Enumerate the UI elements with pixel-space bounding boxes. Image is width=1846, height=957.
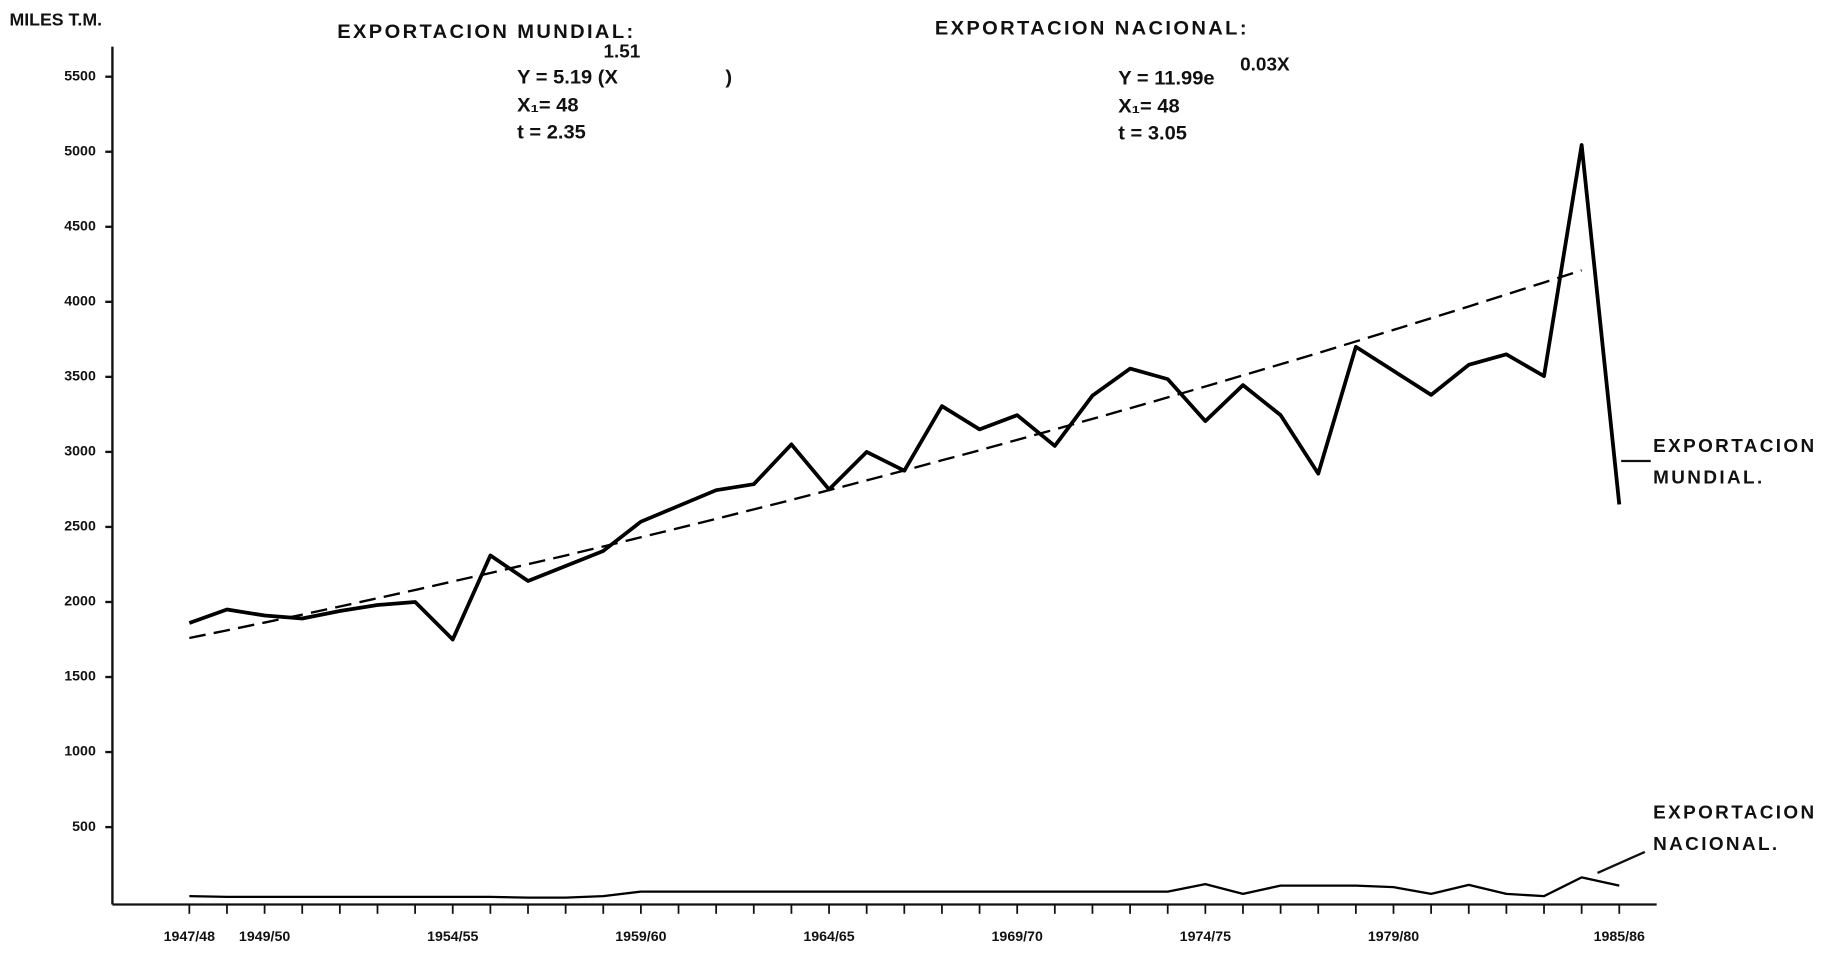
x-tick-label: 1964/65: [803, 928, 854, 944]
x-tick-label: 1974/75: [1180, 928, 1231, 944]
series-label: NACIONAL.: [1653, 833, 1779, 854]
y-tick-label: 1500: [64, 668, 96, 684]
x-tick-label: 1979/80: [1368, 928, 1419, 944]
series-label: EXPORTACION: [1653, 802, 1816, 823]
annotation-equation: Y = 11.99e: [1118, 68, 1214, 90]
y-tick-label: 5500: [64, 67, 96, 83]
annotation-line: X₁= 48: [517, 95, 578, 117]
y-tick-label: 1000: [64, 743, 96, 759]
series-line: [189, 876, 1620, 899]
x-tick-label: 1949/50: [239, 928, 290, 944]
annotation-exponent: 1.51: [604, 41, 641, 62]
y-tick-label: 4500: [64, 218, 96, 234]
annotation-line: X₁= 48: [1118, 96, 1179, 118]
series-label: MUNDIAL.: [1653, 467, 1764, 488]
label-pointer: [1597, 850, 1646, 875]
y-tick-label: 3500: [64, 368, 96, 384]
series-line: [189, 269, 1583, 640]
annotation-exponent: 0.03X: [1240, 53, 1290, 74]
x-tick-label: 1985/86: [1594, 928, 1645, 944]
annotation-line: t = 2.35: [517, 121, 586, 143]
annotation-equation: Y = 5.19 (X: [517, 67, 618, 89]
series-label: EXPORTACION: [1653, 435, 1816, 456]
x-tick-label: 1954/55: [427, 928, 478, 944]
annotation-close: ): [725, 67, 732, 89]
y-tick-label: 4000: [64, 293, 96, 309]
y-tick-label: 3000: [64, 443, 96, 459]
y-tick-label: 2000: [64, 593, 96, 609]
y-tick-label: 500: [72, 818, 96, 834]
annotation-title: EXPORTACION MUNDIAL:: [337, 21, 635, 43]
x-tick-label: 1969/70: [992, 928, 1043, 944]
annotation-title: EXPORTACION NACIONAL:: [935, 18, 1249, 40]
annotation-line: t = 3.05: [1118, 123, 1187, 145]
series-line: [188, 143, 1622, 642]
y-tick-label: 2500: [64, 518, 96, 534]
x-tick-label: 1947/48: [164, 928, 215, 944]
y-tick-label: 5000: [64, 143, 96, 159]
x-tick-label: 1959/60: [615, 928, 666, 944]
y-axis-label: MILES T.M.: [9, 10, 102, 30]
